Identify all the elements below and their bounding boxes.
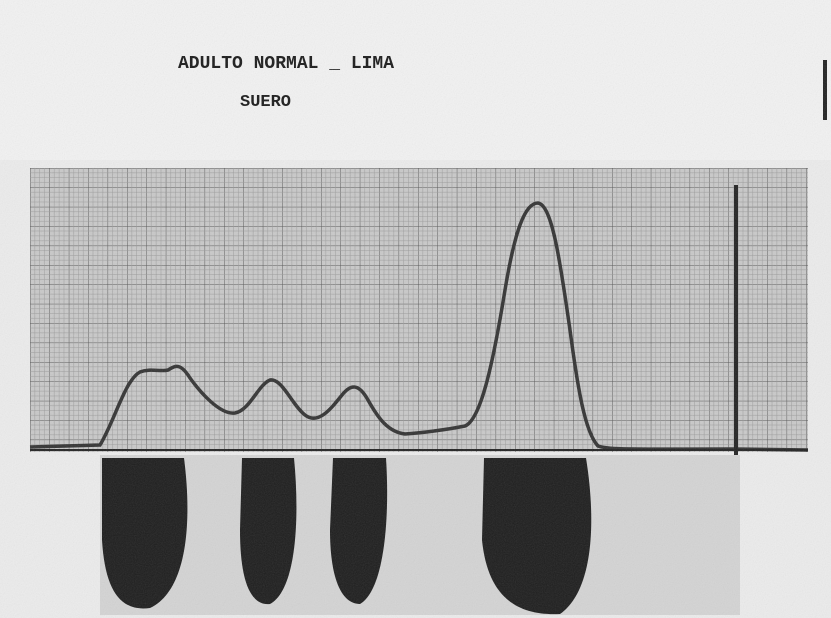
noise — [0, 0, 831, 618]
page: ADULTO NORMAL _ LIMA SUERO (() => { cons… — [0, 0, 831, 618]
scan: ADULTO NORMAL _ LIMA SUERO — [0, 0, 831, 618]
